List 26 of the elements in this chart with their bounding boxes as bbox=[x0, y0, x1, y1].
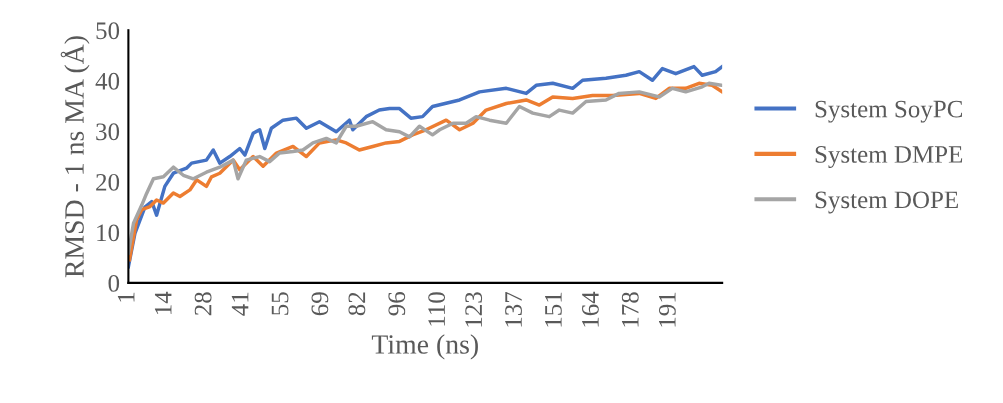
y-tick-label: 10 bbox=[97, 224, 120, 242]
y-tick-label: 50 bbox=[96, 22, 120, 40]
x-tick-label: 96 bbox=[388, 291, 406, 316]
x-tick-label: 69 bbox=[311, 292, 329, 316]
x-axis-title: Time (ns) bbox=[371, 334, 478, 360]
x-tick-label: 137 bbox=[505, 291, 522, 327]
x-tick-label: 28 bbox=[194, 292, 212, 316]
y-tick-label: 30 bbox=[96, 123, 120, 141]
legend-label: System DOPE bbox=[815, 191, 958, 214]
y-tick-label: 0 bbox=[108, 274, 120, 292]
x-tick-label: 178 bbox=[621, 292, 639, 327]
x-tick-label: 14 bbox=[154, 291, 172, 315]
x-tick-label: 164 bbox=[582, 291, 599, 327]
legend-label: System SoyPC bbox=[815, 100, 963, 123]
x-tick-label: 41 bbox=[231, 292, 249, 316]
x-tick-label: 1 bbox=[117, 292, 135, 302]
y-axis-title: RMSD - 1 ns MA (Å) bbox=[60, 36, 90, 278]
x-tick-label: 191 bbox=[658, 292, 676, 327]
x-tick-label: 55 bbox=[271, 292, 289, 315]
x-tick-label: 123 bbox=[465, 292, 483, 327]
legend-label: System DMPE bbox=[815, 146, 963, 169]
y-tick-label: 40 bbox=[95, 72, 120, 90]
x-tick-label: 151 bbox=[545, 292, 562, 327]
x-tick-label: 82 bbox=[348, 292, 366, 316]
y-tick-label: 20 bbox=[96, 173, 120, 191]
x-tick-label: 110 bbox=[428, 292, 446, 326]
